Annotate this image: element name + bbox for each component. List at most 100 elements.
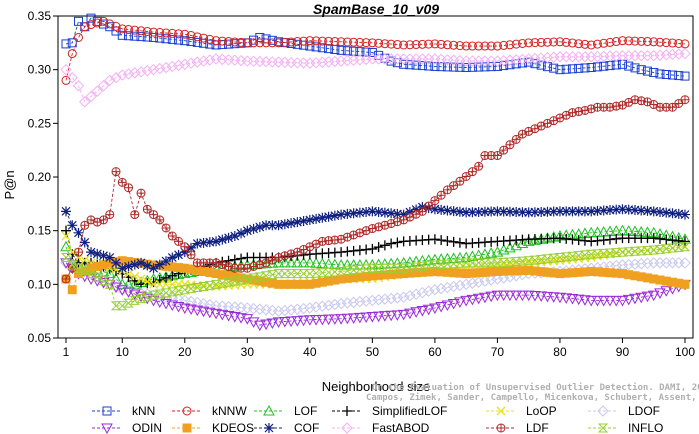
data-point <box>586 63 596 73</box>
data-point <box>317 43 327 53</box>
data-point <box>310 257 322 268</box>
data-point <box>73 227 84 238</box>
data-point <box>336 45 346 55</box>
data-point <box>278 256 291 268</box>
data-point <box>141 65 153 77</box>
data-point <box>649 68 659 78</box>
data-point <box>517 207 528 218</box>
data-point <box>441 281 454 294</box>
data-point <box>560 252 572 262</box>
x-tick-label: 50 <box>366 345 380 359</box>
data-point <box>455 62 465 72</box>
data-point <box>130 272 140 281</box>
data-point <box>542 37 552 47</box>
data-point <box>304 302 316 314</box>
data-point <box>354 265 366 275</box>
data-point <box>630 63 640 73</box>
data-point <box>272 317 285 328</box>
data-point <box>642 37 652 47</box>
legend: kNN kNNW LOF SimplifiedLOF LoOP LDOF ODIN KDEOS… <box>92 404 663 434</box>
data-point <box>291 303 304 315</box>
x-tick-label: 80 <box>553 345 567 359</box>
x-tick-label: 30 <box>241 345 255 359</box>
data-point <box>123 298 134 308</box>
data-point <box>367 206 378 217</box>
y-tick-label: 0.25 <box>28 116 52 130</box>
data-point <box>405 40 415 50</box>
data-point <box>136 257 147 268</box>
legend-item-knnw: kNNW <box>172 404 247 418</box>
data-point <box>322 56 335 68</box>
data-point <box>347 296 360 309</box>
data-point <box>92 248 103 259</box>
data-point <box>573 251 584 261</box>
data-point <box>110 301 122 311</box>
data-point <box>523 207 534 218</box>
data-point <box>522 53 535 65</box>
data-point <box>404 256 416 267</box>
data-point <box>567 64 577 74</box>
data-point <box>116 278 129 289</box>
data-point <box>223 277 234 287</box>
data-point <box>522 235 535 246</box>
data-point <box>217 278 228 288</box>
data-point <box>660 49 672 61</box>
data-point <box>604 295 616 307</box>
data-point <box>497 272 510 284</box>
data-point <box>386 238 397 249</box>
plot-area <box>60 13 691 332</box>
data-point <box>629 205 640 216</box>
data-point <box>329 55 341 68</box>
data-point <box>360 53 372 66</box>
data-point <box>661 38 671 48</box>
data-point <box>499 40 509 50</box>
data-point <box>554 253 566 262</box>
data-point <box>516 53 529 66</box>
data-point <box>355 47 365 57</box>
data-point <box>549 63 559 73</box>
data-point <box>592 205 603 216</box>
data-point <box>142 32 152 42</box>
data-point <box>460 258 472 268</box>
data-point <box>517 38 527 48</box>
data-point <box>354 54 366 66</box>
data-point <box>180 29 190 39</box>
data-point <box>585 295 598 307</box>
data-point <box>186 37 196 47</box>
data-point <box>142 260 153 271</box>
data-point <box>286 218 297 229</box>
data-point <box>205 34 215 44</box>
data-point <box>174 236 184 246</box>
data-point <box>448 236 459 247</box>
data-point <box>285 316 297 328</box>
series-line <box>65 20 686 81</box>
data-point <box>117 301 128 311</box>
data-point <box>511 39 521 49</box>
data-point <box>399 40 409 50</box>
data-point <box>636 246 647 256</box>
data-point <box>416 286 429 299</box>
data-point <box>491 55 504 67</box>
data-point <box>485 274 497 286</box>
data-point <box>430 39 440 49</box>
data-point <box>667 38 677 48</box>
legend-marker <box>496 406 506 416</box>
data-point <box>197 55 210 67</box>
data-point <box>267 220 278 231</box>
data-point <box>379 311 391 322</box>
data-point <box>455 41 465 51</box>
data-point <box>436 204 447 215</box>
data-point <box>486 62 496 72</box>
data-point <box>411 209 421 219</box>
data-point <box>322 314 335 326</box>
data-point <box>354 207 365 218</box>
data-point <box>436 190 446 200</box>
data-point <box>229 254 240 265</box>
data-point <box>330 37 340 47</box>
data-point <box>360 312 372 323</box>
data-point <box>448 259 459 269</box>
data-point <box>154 62 166 75</box>
data-point <box>592 62 602 72</box>
data-point <box>422 304 435 316</box>
data-point <box>86 247 97 258</box>
